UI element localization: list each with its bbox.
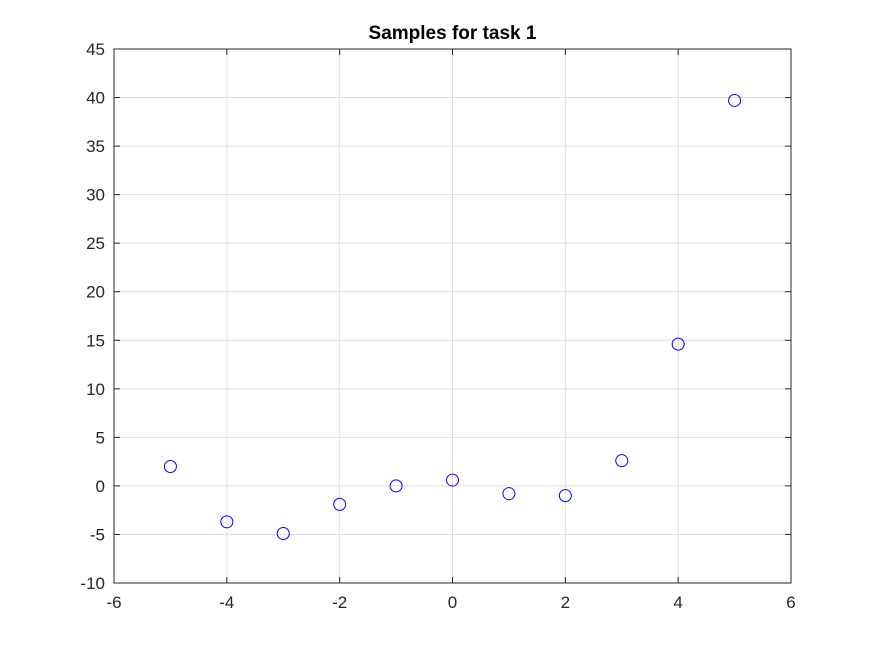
y-tick-label: 20 (86, 283, 105, 302)
y-tick-label: 0 (96, 477, 105, 496)
x-tick-labels: -6 -4 -2 0 2 4 6 (106, 593, 795, 612)
y-tick-label: 45 (86, 40, 105, 59)
data-point (333, 497, 347, 511)
chart-title: Samples for task 1 (369, 23, 537, 44)
data-point (446, 473, 459, 487)
data-point (276, 526, 290, 540)
data-point (728, 93, 742, 107)
data-points (163, 93, 742, 540)
x-tick-label: 0 (448, 593, 457, 612)
y-tick-label: 5 (96, 428, 105, 447)
data-point (163, 459, 177, 473)
y-tick-label: -10 (80, 574, 105, 593)
data-point (389, 479, 403, 493)
y-tick-label: 35 (86, 137, 105, 156)
x-tick-label: 6 (786, 593, 795, 612)
x-tick-label: -4 (219, 593, 234, 612)
x-tick-label: 2 (561, 593, 570, 612)
data-point (502, 487, 516, 501)
x-tick-label: -2 (332, 593, 347, 612)
y-tick-label: -5 (90, 525, 105, 544)
y-tick-label: 40 (86, 89, 105, 108)
y-tick-label: 15 (86, 331, 105, 350)
data-point (671, 337, 685, 351)
y-tick-label: 10 (86, 380, 105, 399)
grid (113, 48, 792, 584)
data-point (558, 489, 572, 503)
x-tick-label: -6 (106, 593, 121, 612)
data-point (220, 515, 234, 529)
axis-ticks (113, 48, 792, 584)
x-tick-label: 4 (673, 593, 682, 612)
y-tick-label: 30 (86, 186, 105, 205)
y-tick-labels: -10 -5 0 5 10 15 20 25 30 35 40 45 (80, 40, 105, 593)
y-tick-label: 25 (86, 234, 105, 253)
data-point (615, 454, 629, 468)
